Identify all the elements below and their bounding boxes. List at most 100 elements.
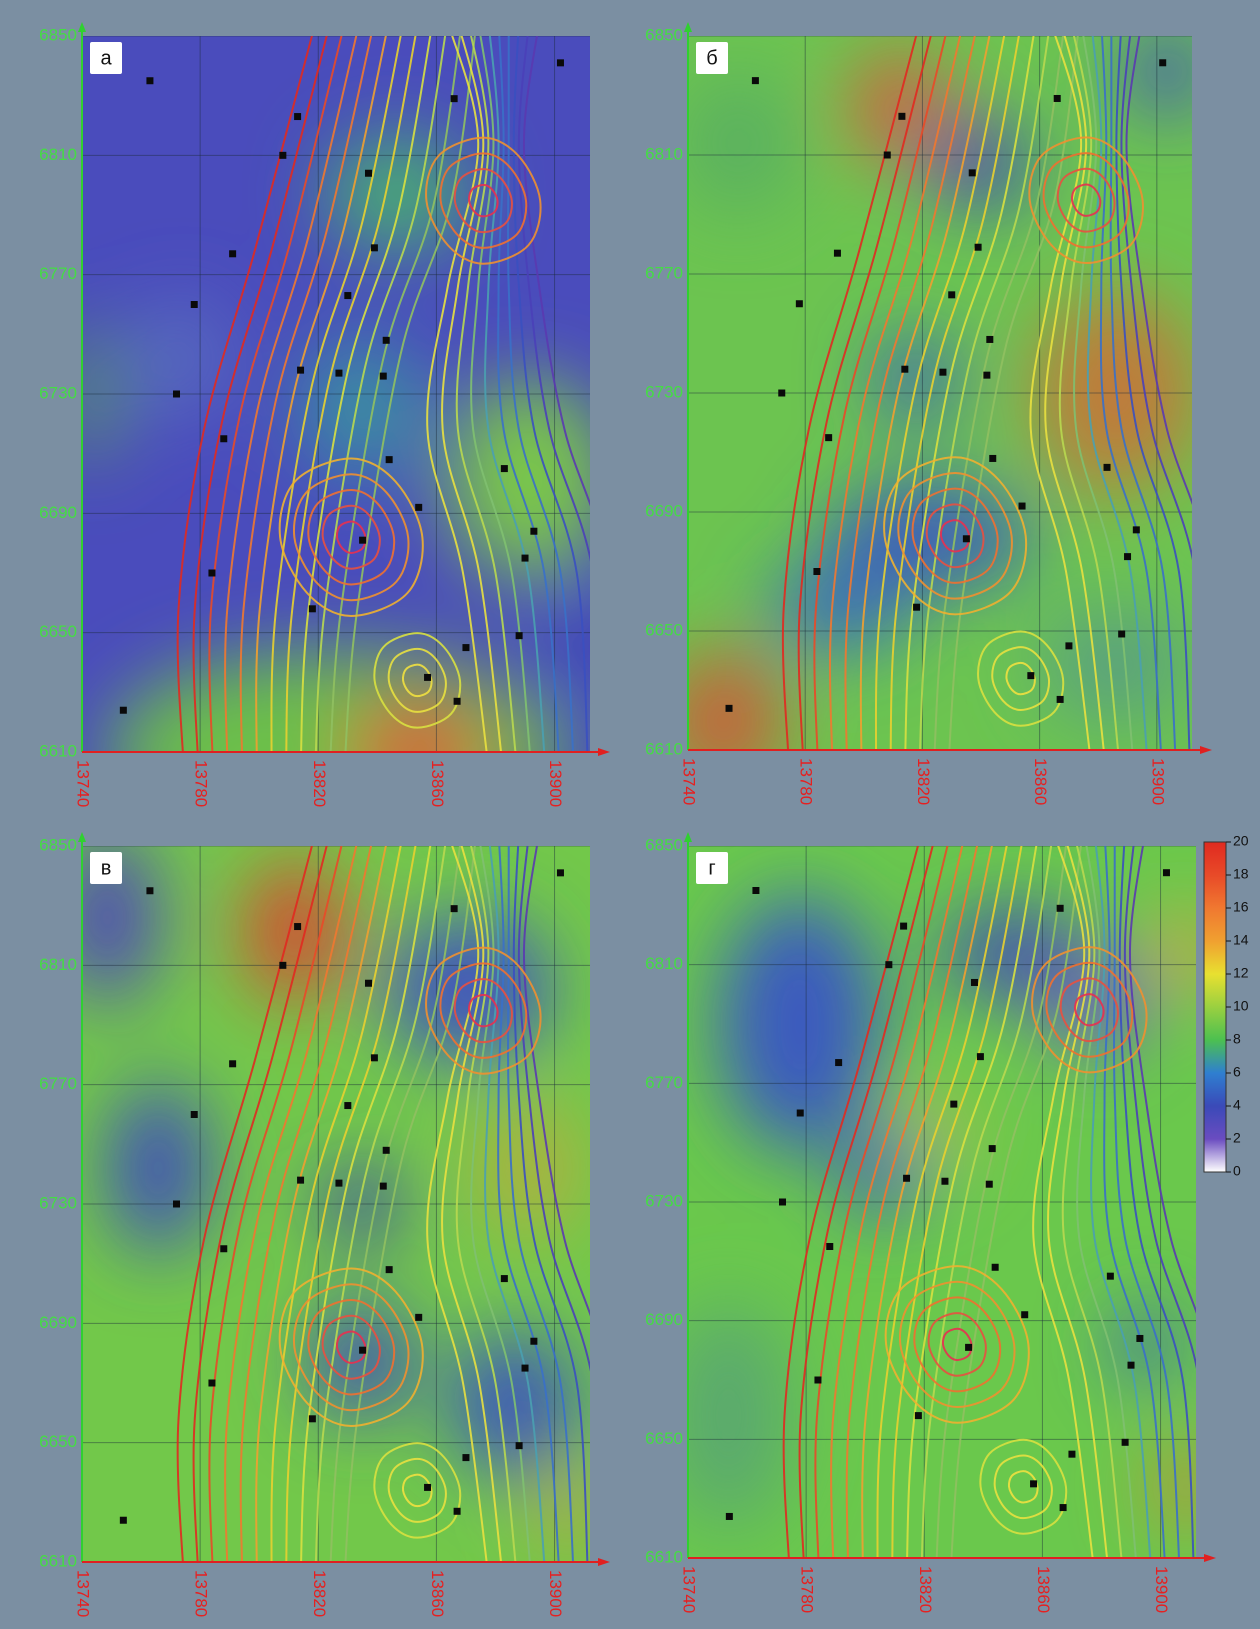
x-axis-arrow [598, 1558, 610, 1566]
well [335, 370, 342, 377]
well [989, 1145, 996, 1152]
well [530, 528, 537, 535]
y-axis-arrow [78, 22, 86, 32]
y-tick-label: 6770 [39, 264, 77, 283]
well [1136, 1335, 1143, 1342]
well [986, 1181, 993, 1188]
well [726, 705, 733, 712]
panel-label: а [100, 47, 112, 69]
field-blob [245, 860, 347, 1003]
field-blob [453, 1333, 575, 1476]
well [344, 1102, 351, 1109]
y-tick-label: 6690 [39, 503, 77, 522]
x-tick-label: 13780 [192, 760, 211, 807]
well [530, 1338, 537, 1345]
well [344, 292, 351, 299]
colorbar-tick-label: 6 [1233, 1064, 1241, 1080]
y-tick-label: 6690 [645, 501, 683, 520]
well [208, 570, 215, 577]
map-panel [67, 22, 617, 853]
well [1133, 526, 1140, 533]
y-tick-label: 6610 [645, 1547, 683, 1566]
y-tick-label: 6730 [39, 1193, 77, 1212]
well [965, 1344, 972, 1351]
well [834, 250, 841, 257]
well [752, 77, 759, 84]
x-tick-label: 13860 [1034, 1566, 1053, 1613]
x-tick-label: 13820 [310, 1570, 329, 1617]
y-tick-label: 6850 [645, 25, 683, 44]
well [835, 1059, 842, 1066]
well [415, 1314, 422, 1321]
y-tick-label: 6810 [645, 144, 683, 163]
well [1107, 1273, 1114, 1280]
x-axis-arrow [1200, 746, 1212, 754]
x-tick-label: 13780 [798, 1566, 817, 1613]
x-tick-label: 13860 [1031, 758, 1050, 805]
panel-label: б [706, 47, 717, 69]
well [146, 887, 153, 894]
well [825, 434, 832, 441]
well [989, 455, 996, 462]
well [516, 1442, 523, 1449]
well [1054, 95, 1061, 102]
well [1030, 1480, 1037, 1487]
y-tick-label: 6650 [645, 1429, 683, 1448]
well [386, 456, 393, 463]
well [797, 1110, 804, 1117]
well [752, 887, 759, 894]
x-axis-arrow [1204, 1554, 1216, 1562]
well [371, 1054, 378, 1061]
well [279, 962, 286, 969]
well [220, 1245, 227, 1252]
well [1163, 869, 1170, 876]
x-tick-label: 13740 [680, 1566, 699, 1613]
x-tick-label: 13900 [1152, 1566, 1171, 1613]
well [386, 1266, 393, 1273]
colorbar-tick-label: 8 [1233, 1031, 1241, 1047]
well [501, 465, 508, 472]
field-blob [107, 1082, 209, 1254]
well [120, 707, 127, 714]
x-tick-label: 13820 [914, 758, 933, 805]
well [208, 1380, 215, 1387]
y-tick-label: 6850 [39, 835, 77, 854]
well [992, 1264, 999, 1271]
well [451, 905, 458, 912]
well [454, 1508, 461, 1515]
y-tick-label: 6810 [645, 954, 683, 973]
well [950, 1101, 957, 1108]
y-tick-label: 6730 [645, 1191, 683, 1210]
well [1019, 503, 1026, 510]
field-blob [478, 1097, 580, 1240]
field-blob [668, 1302, 790, 1530]
well [297, 1177, 304, 1184]
well [365, 980, 372, 987]
well [778, 390, 785, 397]
well [1021, 1311, 1028, 1318]
colorbar-tick-label: 12 [1233, 965, 1249, 981]
well [1027, 672, 1034, 679]
well [977, 1053, 984, 1060]
well [963, 535, 970, 542]
well [522, 555, 529, 562]
well [1159, 59, 1166, 66]
well [229, 250, 236, 257]
y-tick-label: 6770 [645, 1073, 683, 1092]
well [294, 113, 301, 120]
map-panel [57, 832, 617, 1577]
y-axis-arrow [684, 22, 692, 32]
well [335, 1180, 342, 1187]
well [969, 169, 976, 176]
x-tick-label: 13900 [546, 760, 565, 807]
panel-label: в [101, 857, 112, 879]
well [915, 1412, 922, 1419]
well [501, 1275, 508, 1282]
well [220, 435, 227, 442]
well [557, 869, 564, 876]
x-tick-label: 13780 [797, 758, 816, 805]
y-axis-arrow [78, 832, 86, 842]
colorbar-tick-label: 16 [1233, 899, 1249, 915]
y-tick-label: 6690 [39, 1313, 77, 1332]
well [383, 337, 390, 344]
